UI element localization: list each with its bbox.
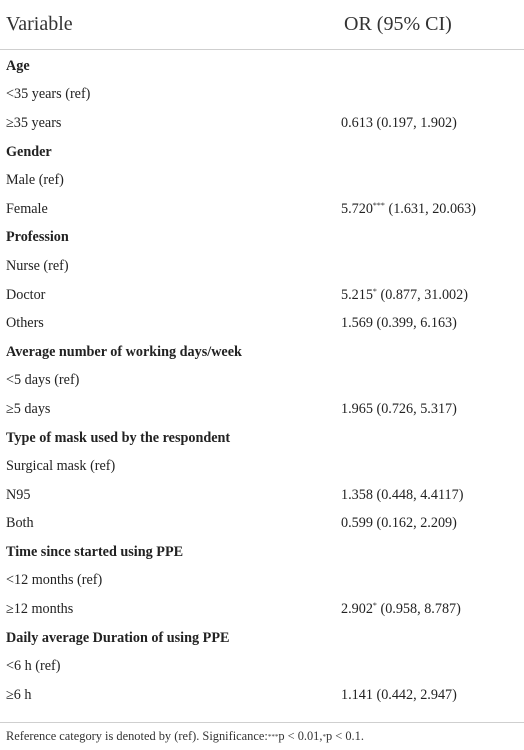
row-label: ≥12 months xyxy=(6,601,74,618)
or-estimate: 1.358 xyxy=(341,486,373,503)
table-row: ≥35 years 0.613 (0.197, 1.902) xyxy=(0,109,524,138)
confidence-interval: (0.442, 2.947) xyxy=(376,686,457,703)
row-label: Both xyxy=(6,515,34,532)
table-row: ≥5 days 1.965 (0.726, 5.317) xyxy=(0,395,524,424)
confidence-interval: (0.162, 2.209) xyxy=(376,515,457,532)
table-row-group-heading: Time since started using PPE xyxy=(0,538,524,567)
table-row: Doctor 5.215* (0.877, 31.002) xyxy=(0,281,524,310)
row-label: Daily average Duration of using PPE xyxy=(6,629,230,646)
row-or-value: 5.720*** (1.631, 20.063) xyxy=(341,201,524,218)
significance-marker: * xyxy=(372,601,377,611)
row-label: ≥35 years xyxy=(6,114,62,131)
table-row: <35 years (ref) xyxy=(0,81,524,110)
or-estimate: 5.215 xyxy=(341,286,373,303)
row-or-value: 0.613 (0.197, 1.902) xyxy=(341,115,524,132)
table-row: N95 1.358 (0.448, 4.4117) xyxy=(0,481,524,510)
or-estimate: 1.965 xyxy=(341,400,373,417)
table-row: Female 5.720*** (1.631, 20.063) xyxy=(0,195,524,224)
confidence-interval: (0.448, 4.4117) xyxy=(376,486,464,503)
table-row-group-heading: Type of mask used by the respondent xyxy=(0,424,524,453)
table-row: Nurse (ref) xyxy=(0,252,524,281)
header-variable: Variable xyxy=(6,13,73,35)
confidence-interval: (1.631, 20.063) xyxy=(388,200,476,217)
table-row: Others 1.569 (0.399, 6.163) xyxy=(0,309,524,338)
table-row: ≥6 h 1.141 (0.442, 2.947) xyxy=(0,681,524,710)
row-label: Profession xyxy=(6,229,69,246)
significance-marker: *** xyxy=(372,200,385,210)
row-label: ≥6 h xyxy=(6,686,32,703)
row-label: <35 years (ref) xyxy=(6,86,91,103)
row-label: Average number of working days/week xyxy=(6,343,242,360)
confidence-interval: (0.197, 1.902) xyxy=(376,114,457,131)
row-label: Nurse (ref) xyxy=(6,257,69,274)
row-or-value: 5.215* (0.877, 31.002) xyxy=(341,287,524,304)
or-estimate: 5.720 xyxy=(341,200,373,217)
or-estimate: 1.569 xyxy=(341,315,373,332)
table-row: Both 0.599 (0.162, 2.209) xyxy=(0,510,524,539)
row-or-value: 0.599 (0.162, 2.209) xyxy=(341,515,524,532)
confidence-interval: (0.399, 6.163) xyxy=(376,315,457,332)
table-body: Age <35 years (ref) ≥35 years 0.613 (0.197,… xyxy=(0,50,524,710)
table-header: Variable OR (95% CI) xyxy=(0,0,524,50)
table-row: ≥12 months 2.902* (0.958, 8.787) xyxy=(0,595,524,624)
row-label: Others xyxy=(6,315,44,332)
row-label: Type of mask used by the respondent xyxy=(6,429,231,446)
or-estimate: 1.141 xyxy=(341,686,373,703)
confidence-interval: (0.726, 5.317) xyxy=(376,400,457,417)
table-row: <12 months (ref) xyxy=(0,567,524,596)
row-label: Surgical mask (ref) xyxy=(6,458,116,475)
row-label: N95 xyxy=(6,486,31,503)
row-label: <6 h (ref) xyxy=(6,658,61,675)
or-estimate: 0.613 xyxy=(341,114,373,131)
table-row-group-heading: Age xyxy=(0,52,524,81)
row-or-value: 2.902* (0.958, 8.787) xyxy=(341,601,524,618)
table-row: <6 h (ref) xyxy=(0,652,524,681)
table-row-group-heading: Daily average Duration of using PPE xyxy=(0,624,524,653)
table-footnote: Reference category is denoted by (ref). … xyxy=(0,722,524,750)
header-or-ci: OR (95% CI) xyxy=(344,13,452,35)
table-row-group-heading: Gender xyxy=(0,138,524,167)
row-label: ≥5 days xyxy=(6,400,51,417)
table-row-group-heading: Profession xyxy=(0,224,524,253)
footnote-text-strong: p < 0.01, xyxy=(278,729,323,743)
row-or-value: 1.141 (0.442, 2.947) xyxy=(341,687,524,704)
row-label: Time since started using PPE xyxy=(6,543,184,560)
row-label: Doctor xyxy=(6,286,46,303)
row-label: <12 months (ref) xyxy=(6,572,103,589)
row-or-value: 1.358 (0.448, 4.4117) xyxy=(341,487,524,504)
table-row: <5 days (ref) xyxy=(0,367,524,396)
row-label: Gender xyxy=(6,143,52,160)
row-label: Age xyxy=(6,57,30,74)
or-estimate: 0.599 xyxy=(341,515,373,532)
row-or-value: 1.965 (0.726, 5.317) xyxy=(341,401,524,418)
row-label: Male (ref) xyxy=(6,172,64,189)
table-row: Surgical mask (ref) xyxy=(0,452,524,481)
significance-marker: * xyxy=(372,286,377,296)
row-label: Female xyxy=(6,200,48,217)
row-label: <5 days (ref) xyxy=(6,372,80,389)
footnote-text-weak: p < 0.1. xyxy=(325,729,364,743)
row-or-value: 1.569 (0.399, 6.163) xyxy=(341,315,524,332)
confidence-interval: (0.958, 8.787) xyxy=(380,601,461,618)
footnote-prefix: Reference category is denoted by (ref). … xyxy=(6,729,268,743)
table-row-group-heading: Average number of working days/week xyxy=(0,338,524,367)
or-estimate: 2.902 xyxy=(341,601,373,618)
confidence-interval: (0.877, 31.002) xyxy=(380,286,468,303)
table-row: Male (ref) xyxy=(0,166,524,195)
